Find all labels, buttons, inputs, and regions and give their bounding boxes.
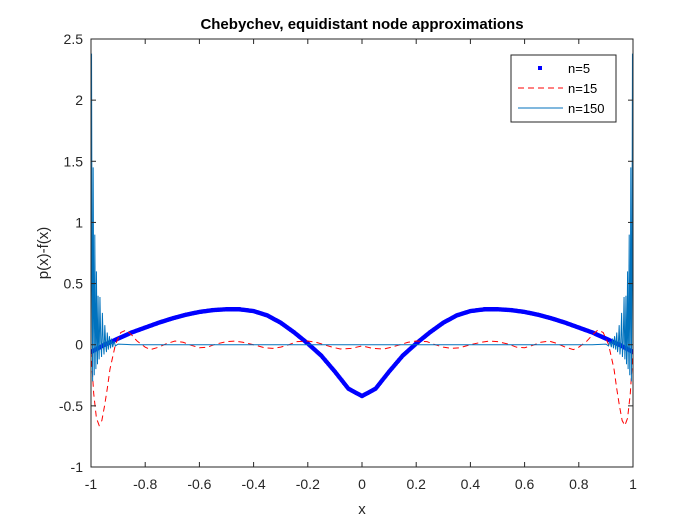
x-axis-label: x [358, 501, 366, 518]
legend-label-n5: n=5 [568, 61, 590, 76]
y-tick-label: 0 [75, 337, 83, 353]
x-tick-label: -1 [85, 476, 98, 492]
x-tick-label: 0.2 [406, 476, 426, 492]
y-tick-label: -0.5 [59, 398, 83, 414]
y-tick-label: 2 [75, 92, 83, 108]
chart-title: Chebychev, equidistant node approximatio… [200, 16, 523, 33]
legend-label-n15: n=15 [568, 81, 597, 96]
y-tick-label: -1 [71, 459, 84, 475]
x-tick-label: -0.4 [242, 476, 266, 492]
y-axis-label: p(x)-f(x) [35, 227, 52, 280]
legend-entry-n5: n=5 [538, 61, 590, 76]
series-line-n150 [91, 53, 633, 382]
legend-entry-n15: n=15 [518, 81, 597, 96]
legend: n=5 n=15 n=150 [510, 54, 617, 123]
legend-marker-n5 [538, 66, 542, 70]
legend-entry-n150: n=150 [518, 101, 605, 116]
x-tick-label: -0.6 [187, 476, 211, 492]
y-tick-label: 2.5 [64, 31, 84, 47]
x-tick-label: 0.4 [461, 476, 481, 492]
legend-label-n150: n=150 [568, 101, 605, 116]
x-tick-label: -0.2 [296, 476, 320, 492]
series-layer [91, 53, 633, 427]
x-tick-label: -0.8 [133, 476, 157, 492]
y-tick-label: 0.5 [64, 276, 84, 292]
x-tick-label: 0.6 [515, 476, 535, 492]
x-tick-label: 1 [629, 476, 637, 492]
x-tick-label: 0.8 [569, 476, 589, 492]
axes-layer: -1 -0.8 -0.6 -0.4 -0.2 0 0.2 0.4 0.6 0.8 1 -1 -0.5 0 0… [59, 31, 637, 492]
y-tick-label: 1 [75, 214, 83, 230]
series-n5 [91, 307, 633, 399]
x-tick-label: 0 [358, 476, 366, 492]
y-tick-label: 1.5 [64, 153, 84, 169]
